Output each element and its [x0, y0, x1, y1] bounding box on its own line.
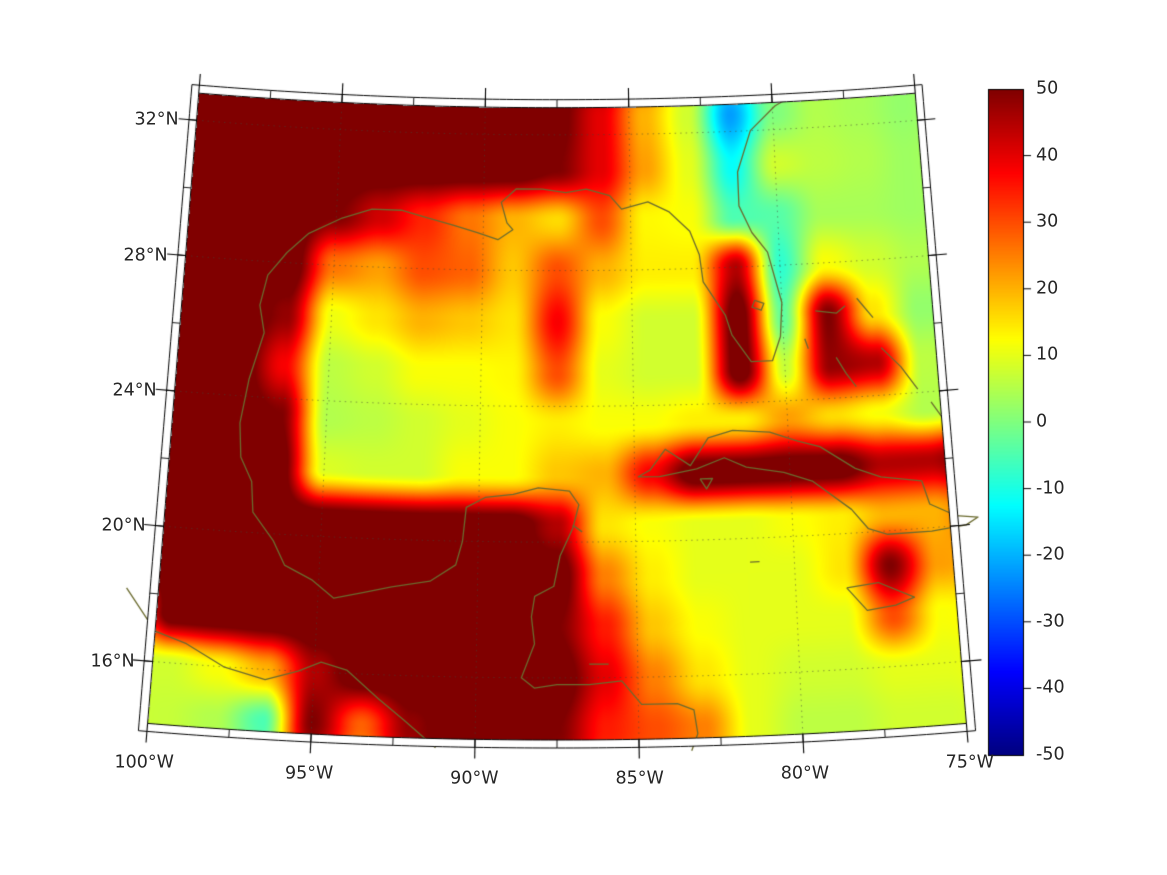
x-tick-label: 85°W: [615, 768, 664, 789]
x-tick-label: 100°W: [114, 752, 174, 773]
colorbar-tick-label: -20: [1036, 544, 1065, 565]
colorbar-tick-label: 30: [1036, 211, 1059, 232]
y-tick-label: 20°N: [101, 515, 146, 536]
colorbar-tick-label: -10: [1036, 477, 1065, 498]
colorbar-tick-label: -30: [1036, 611, 1065, 632]
colorbar-tick-label: 20: [1036, 278, 1059, 299]
x-tick-label: 75°W: [945, 752, 994, 773]
colorbar-tick-label: 0: [1036, 411, 1048, 432]
colorbar-tick-label: -40: [1036, 677, 1065, 698]
x-tick-label: 80°W: [780, 763, 830, 784]
colorbar-tick-label: 50: [1036, 78, 1059, 99]
y-tick-label: 16°N: [90, 650, 135, 671]
x-tick-label: 90°W: [450, 768, 499, 789]
colorbar-tick-label: -50: [1036, 744, 1065, 765]
colorbar-tick-label: 40: [1036, 144, 1059, 165]
colorbar-tick-label: 10: [1036, 344, 1059, 365]
y-tick-label: 24°N: [112, 380, 157, 401]
x-tick-label: 95°W: [284, 763, 334, 784]
y-tick-label: 32°N: [134, 109, 179, 130]
y-tick-label: 28°N: [123, 244, 168, 265]
